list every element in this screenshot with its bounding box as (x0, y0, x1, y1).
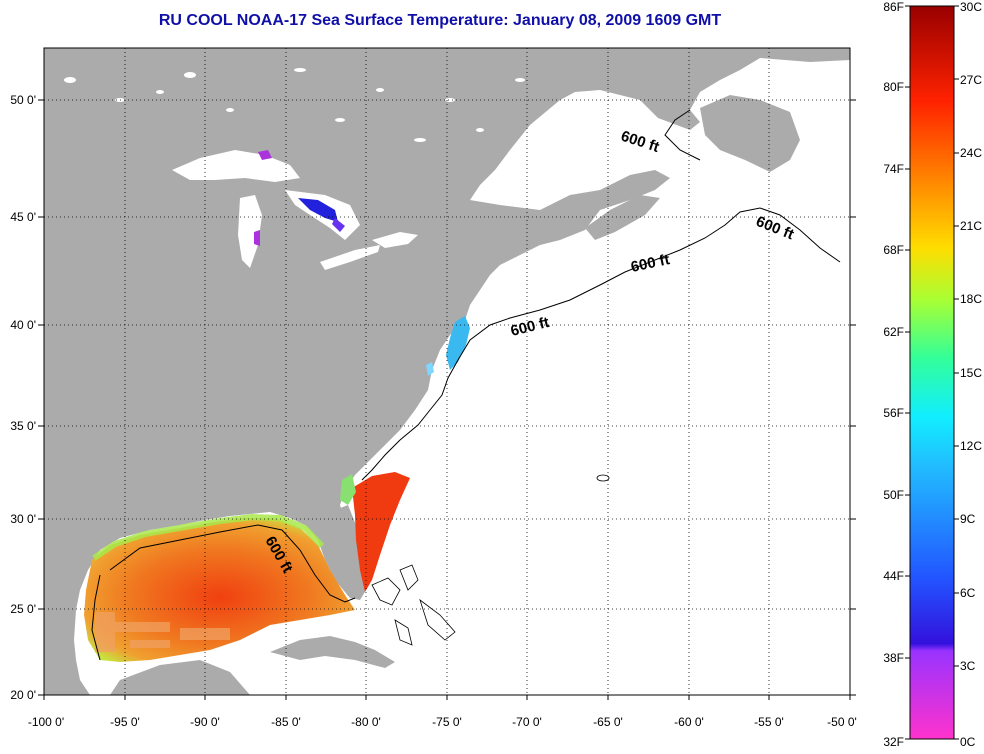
isobath-600ft (91, 109, 841, 661)
sst-mid-atlantic-light (426, 362, 434, 376)
sst-lake-superior (258, 150, 272, 160)
axis-ticks (38, 99, 856, 700)
colorbar-label-f: 68F (883, 243, 904, 257)
colorbar-label-f: 38F (883, 651, 904, 665)
colorbar-ticks (905, 5, 959, 740)
x-tick-label: -85 0' (271, 715, 301, 729)
colorbar-label-f: 56F (883, 406, 904, 420)
colorbar-label-c: 27C (960, 73, 982, 87)
colorbar-label-f: 32F (883, 735, 904, 749)
y-tick-label: 45 0' (10, 210, 36, 224)
colorbar-label-c: 24C (960, 146, 982, 160)
sst-gulf-stream (352, 472, 410, 592)
sst-lake-michigan (254, 230, 260, 246)
x-tick-label: -90 0' (190, 715, 220, 729)
x-tick-label: -100 0' (28, 715, 64, 729)
great-lakes-michigan (238, 195, 262, 268)
colorbar-label-c: 9C (960, 512, 976, 526)
y-tick-label: 20 0' (10, 688, 36, 702)
sst-gulf-sparse (95, 612, 230, 652)
colorbar-label-f: 86F (883, 0, 904, 14)
colorbar-label-f: 80F (883, 80, 904, 94)
colorbar-label-c: 15C (960, 366, 982, 380)
y-tick-label: 35 0' (10, 419, 36, 433)
sst-mid-atlantic (446, 316, 470, 370)
colorbar-label-f: 62F (883, 325, 904, 339)
colorbar-label-c: 3C (960, 659, 976, 673)
colorbar-label-c: 12C (960, 439, 982, 453)
sst-florida-coastal (340, 474, 356, 505)
x-tick-label: -80 0' (351, 715, 381, 729)
colorbar-label-c: 21C (960, 219, 982, 233)
colorbar-label-c: 30C (960, 0, 982, 14)
colorbar-label-c: 18C (960, 292, 982, 306)
x-tick-label: -75 0' (432, 715, 462, 729)
great-lakes-erie (320, 245, 380, 270)
sst-lake-huron-edge (332, 218, 345, 232)
x-tick-label: -95 0' (110, 715, 140, 729)
land-nova-scotia (585, 195, 660, 240)
colorbar-label-f: 74F (883, 162, 904, 176)
colorbar-label-c: 0C (960, 735, 976, 749)
small-lakes (64, 68, 525, 142)
x-tick-label: -55 0' (754, 715, 784, 729)
bahamas-outline (371, 564, 456, 646)
colorbar-label-f: 50F (883, 488, 904, 502)
sst-lake-huron (298, 198, 338, 222)
x-tick-label: -70 0' (512, 715, 542, 729)
land-yucatan (110, 660, 250, 695)
bermuda-outline (596, 474, 610, 482)
y-tick-label: 25 0' (10, 602, 36, 616)
y-tick-label: 30 0' (10, 512, 36, 526)
x-tick-label: -60 0' (674, 715, 704, 729)
y-tick-label: 40 0' (10, 318, 36, 332)
y-tick-label: 50 0' (10, 93, 36, 107)
colorbar-label-c: 6C (960, 586, 976, 600)
land-newfoundland (700, 95, 800, 172)
great-lakes-ontario (372, 232, 418, 248)
land-cuba (270, 636, 395, 668)
map-title: RU COOL NOAA-17 Sea Surface Temperature:… (158, 12, 722, 29)
x-tick-label: -65 0' (593, 715, 623, 729)
gulf-st-lawrence (520, 100, 690, 172)
x-tick-label: -50 0' (827, 715, 857, 729)
colorbar-label-f: 44F (883, 569, 904, 583)
colorbar (909, 5, 955, 740)
